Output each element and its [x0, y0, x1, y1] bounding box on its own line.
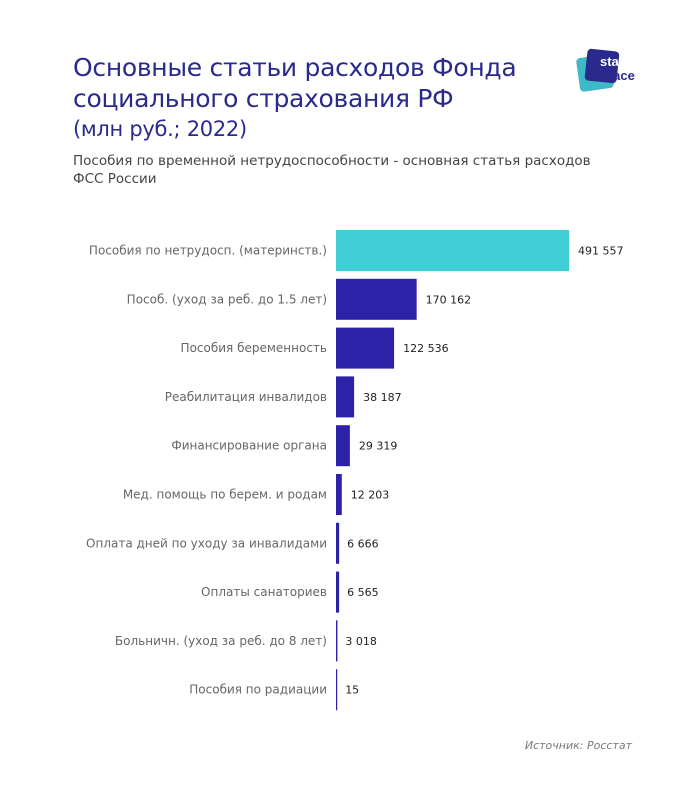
title-line-1: Основные статьи расходов Фонда: [73, 53, 517, 82]
value-label: 491 557: [578, 245, 624, 258]
category-label: Финансирование органа: [171, 439, 327, 453]
bar: [336, 620, 338, 662]
bar: [336, 278, 417, 320]
value-label: 6 565: [347, 586, 379, 599]
category-label: Пособия беременность: [181, 341, 327, 355]
category-label: Реабилитация инвалидов: [165, 390, 327, 404]
chart-title: Основные статьи расходов Фонда социально…: [73, 52, 517, 145]
value-label: 12 203: [351, 489, 390, 502]
source-note: Источник: Росстат: [524, 739, 632, 752]
category-label: Пособия по нетрудосп. (материнств.): [89, 244, 327, 258]
value-label: 3 018: [345, 635, 377, 648]
bar: [336, 425, 350, 467]
category-label: Оплата дней по уходу за инвалидами: [86, 536, 327, 550]
value-label: 6 666: [347, 537, 379, 550]
bar: [336, 230, 569, 271]
bar: [336, 474, 342, 515]
logo-text-stat: stat: [600, 54, 624, 69]
category-label: Мед. помощь по берем. и родам: [123, 488, 327, 502]
bar: [336, 669, 338, 711]
category-label: Больничн. (уход за реб. до 8 лет): [115, 634, 327, 648]
bar: [336, 522, 340, 564]
bar: [336, 571, 340, 613]
chart-subtitle: Пособия по временной нетрудоспособности …: [73, 153, 591, 187]
category-label: Пособия по радиации: [189, 683, 327, 697]
logo-text-space: space: [598, 68, 635, 83]
category-label: Пособ. (уход за реб. до 1.5 лет): [127, 292, 327, 306]
bar: [336, 327, 395, 369]
value-label: 38 187: [363, 391, 402, 404]
title-units: (млн руб.; 2022): [73, 117, 247, 141]
value-label: 170 162: [426, 293, 472, 306]
value-label: 15: [345, 684, 359, 697]
category-label: Оплаты санаториев: [201, 585, 327, 599]
value-label: 122 536: [403, 342, 449, 355]
value-label: 29 319: [359, 440, 398, 453]
statspace-logo: stat space: [576, 48, 635, 92]
bar: [336, 376, 355, 418]
title-line-2: социального страхования РФ: [73, 84, 454, 113]
